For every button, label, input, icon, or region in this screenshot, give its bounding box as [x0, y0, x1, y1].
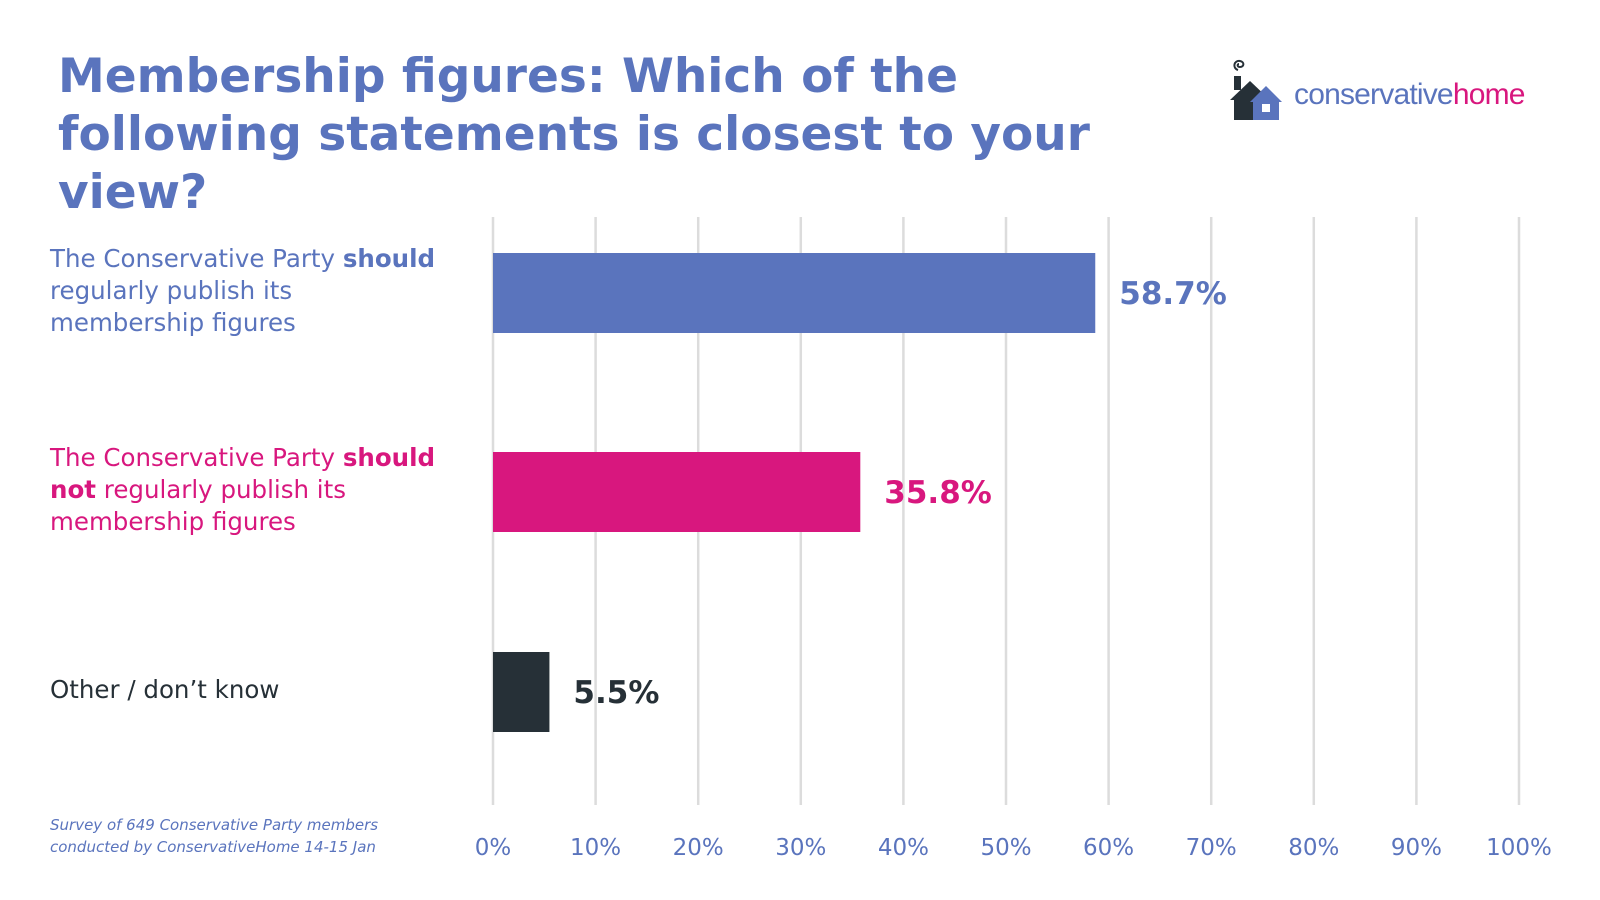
- x-tick-label: 100%: [1486, 835, 1552, 861]
- chart-title-line-2: following statements is closest to your …: [58, 107, 1090, 220]
- chart-title-line-1: Membership figures: Which of the: [58, 49, 958, 104]
- logo-text-conservative: conservative: [1294, 78, 1454, 111]
- source-note-line-1: Survey of 649 Conservative Party members: [50, 816, 379, 834]
- bar: [493, 253, 1096, 333]
- x-tick-label: 0%: [475, 835, 512, 861]
- x-tick-label: 90%: [1391, 835, 1442, 861]
- x-tick-label: 80%: [1288, 835, 1339, 861]
- category-label-should-not-publish: The Conservative Party should not regular…: [50, 443, 436, 536]
- source-note-line-2: conducted by ConservativeHome 14-15 Jan: [50, 838, 376, 856]
- source-note: Survey of 649 Conservative Party members…: [50, 814, 410, 858]
- house-icon: [1230, 59, 1282, 120]
- x-tick-label: 40%: [878, 835, 929, 861]
- x-tick-label: 70%: [1186, 835, 1237, 861]
- logo-wordmark: conservativehome: [1294, 76, 1525, 114]
- category-label-other: Other / don’t know: [50, 675, 280, 704]
- bar-value-label: 5.5%: [573, 675, 659, 711]
- x-tick-label: 50%: [980, 835, 1031, 861]
- chart-title: Membership figures: Which of the followi…: [58, 48, 1178, 222]
- x-tick-label: 30%: [775, 835, 826, 861]
- x-tick-label: 10%: [570, 835, 621, 861]
- conservativehome-logo: conservativehome: [1228, 56, 1548, 126]
- category-label-should-publish: The Conservative Party should regularly …: [50, 244, 436, 337]
- bar-value-label: 58.7%: [1119, 276, 1227, 312]
- bar: [493, 652, 550, 732]
- x-tick-label: 20%: [673, 835, 724, 861]
- x-tick-label: 60%: [1083, 835, 1134, 861]
- bar: [493, 452, 861, 532]
- logo-text-home: home: [1452, 78, 1526, 111]
- bar-value-label: 35.8%: [884, 475, 992, 511]
